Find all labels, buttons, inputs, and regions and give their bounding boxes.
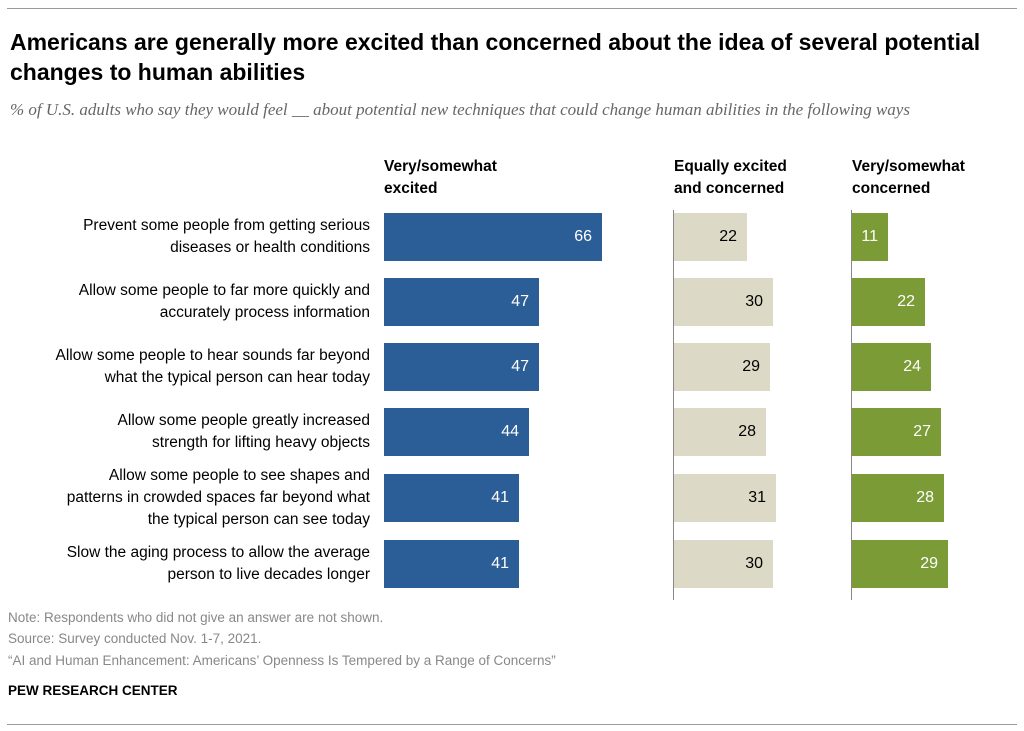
source-text: Source: Survey conducted Nov. 1-7, 2021. (8, 631, 262, 646)
bar-value-label: 47 (511, 358, 529, 375)
report-title-text: “AI and Human Enhancement: Americans’ Op… (8, 653, 556, 668)
axis-line-concerned (851, 210, 852, 600)
bar-value-label: 24 (903, 358, 921, 375)
column-header-equal: Equally excited and concerned (674, 158, 787, 197)
column-header-concerned: Very/somewhat concerned (852, 158, 965, 197)
bottom-rule (7, 724, 1017, 725)
bar-value-label: 29 (742, 358, 760, 375)
bar-value-label: 11 (861, 228, 878, 245)
bar-concerned (852, 213, 888, 261)
bar-equal (674, 278, 773, 326)
bar-concerned (852, 540, 948, 588)
bar-equal (674, 408, 766, 456)
bar-value-label: 30 (745, 555, 763, 572)
axis-line-equal (673, 210, 674, 600)
bar-value-label: 29 (920, 555, 938, 572)
bar-value-label: 22 (897, 293, 915, 310)
bar-value-label: 41 (491, 555, 509, 572)
bar-value-label: 44 (501, 423, 519, 440)
bar-value-label: 22 (719, 228, 737, 245)
row-label: Allow some people greatly increased stre… (117, 412, 370, 451)
bar-value-label: 41 (491, 489, 509, 506)
note-text: Note: Respondents who did not give an an… (8, 610, 384, 625)
bar-value-label: 30 (745, 293, 763, 310)
bar-equal (674, 474, 776, 522)
bar-excited (384, 278, 539, 326)
bar-excited (384, 408, 529, 456)
bar-equal (674, 213, 747, 261)
row-label: Slow the aging process to allow the aver… (66, 544, 370, 583)
bar-value-label: 47 (511, 293, 529, 310)
bar-equal (674, 343, 770, 391)
bar-excited (384, 474, 519, 522)
bar-concerned (852, 408, 941, 456)
row-label: Allow some people to far more quickly an… (78, 282, 370, 321)
chart-title: Americans are generally more excited tha… (10, 29, 981, 85)
bar-value-label: 66 (574, 228, 592, 245)
row-label: Prevent some people from getting serious… (83, 217, 370, 256)
bar-value-label: 27 (913, 423, 931, 440)
bar-concerned (852, 474, 944, 522)
chart-subtitle: % of U.S. adults who say they would feel… (10, 100, 910, 119)
row-label: Allow some people to hear sounds far bey… (55, 347, 370, 386)
column-header-excited: Very/somewhat excited (384, 158, 497, 197)
brand-name: PEW RESEARCH CENTER (8, 683, 178, 698)
bar-value-label: 28 (738, 423, 756, 440)
bar-value-label: 31 (748, 489, 766, 506)
top-rule (7, 8, 1017, 9)
row-label: Allow some people to see shapes and patt… (66, 467, 370, 528)
bar-concerned (852, 278, 925, 326)
bar-excited (384, 213, 602, 261)
bar-value-label: 28 (916, 489, 934, 506)
bar-concerned (852, 343, 931, 391)
bar-excited (384, 343, 539, 391)
bar-equal (674, 540, 773, 588)
bar-excited (384, 540, 519, 588)
